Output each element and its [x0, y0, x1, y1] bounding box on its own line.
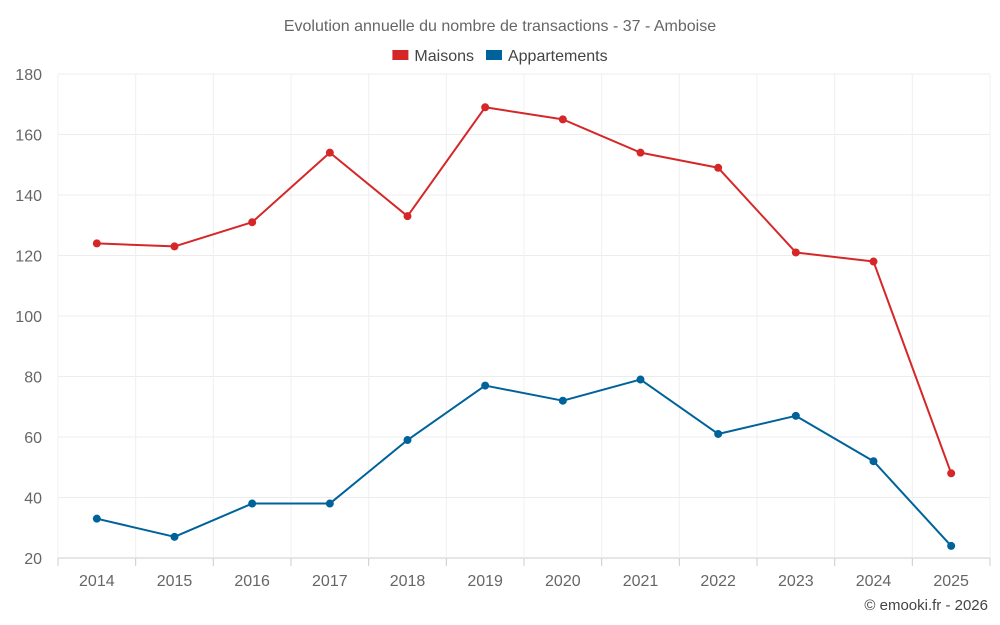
x-tick-label: 2014	[79, 573, 115, 590]
data-point-appartements	[947, 541, 956, 550]
data-point-appartements	[325, 499, 334, 508]
y-axis: 20 40 60 80 100 120 140 160 180	[15, 67, 42, 568]
y-tick-label: 100	[15, 309, 42, 326]
legend-swatch	[485, 50, 502, 60]
series-line-appartements	[96, 378, 952, 547]
data-point-appartements	[558, 396, 567, 405]
data-point-maisons	[636, 148, 645, 157]
y-tick-label: 20	[24, 551, 42, 568]
series-group	[92, 103, 956, 550]
y-tick-label: 120	[15, 249, 42, 266]
legend-label: Appartements	[508, 48, 608, 65]
data-point-maisons	[791, 248, 800, 257]
data-point-maisons	[92, 239, 101, 248]
legend-item-maisons[interactable]: Maisons	[392, 48, 474, 65]
x-tick-label: 2020	[545, 573, 581, 590]
credit-text: © emooki.fr - 2026	[864, 597, 988, 614]
legend-item-appartements[interactable]: Appartements	[485, 48, 608, 65]
series-line-maisons	[96, 106, 953, 474]
legend-swatch	[392, 50, 409, 60]
data-point-appartements	[248, 499, 257, 508]
x-tick-label: 2021	[623, 573, 659, 590]
x-tick-label: 2023	[778, 573, 814, 590]
data-point-maisons	[170, 242, 179, 251]
data-point-appartements	[791, 411, 800, 420]
data-point-appartements	[714, 429, 723, 438]
x-tick-label: 2022	[700, 573, 736, 590]
legend-label: Maisons	[414, 48, 474, 65]
data-point-maisons	[869, 257, 878, 266]
data-point-appartements	[170, 532, 179, 541]
x-tick-label: 2019	[467, 573, 503, 590]
data-point-maisons	[947, 469, 956, 478]
data-point-maisons	[558, 115, 567, 124]
y-tick-label: 60	[24, 430, 42, 447]
y-tick-label: 140	[15, 188, 42, 205]
chart-title: Evolution annuelle du nombre de transact…	[284, 18, 716, 35]
data-point-maisons	[325, 148, 334, 157]
data-point-appartements	[481, 381, 490, 390]
data-point-maisons	[403, 212, 412, 221]
y-tick-label: 180	[15, 67, 42, 84]
y-tick-label: 160	[15, 128, 42, 145]
data-point-maisons	[481, 103, 490, 112]
x-tick-label: 2017	[312, 573, 348, 590]
gridlines	[57, 73, 991, 566]
y-tick-label: 40	[24, 491, 42, 508]
legend: Maisons Appartements	[392, 48, 608, 65]
x-tick-label: 2016	[234, 573, 270, 590]
y-tick-label: 80	[24, 370, 42, 387]
data-point-maisons	[248, 218, 257, 227]
x-tick-label: 2018	[390, 573, 426, 590]
data-point-appartements	[636, 375, 645, 384]
x-tick-label: 2024	[856, 573, 892, 590]
data-point-appartements	[403, 436, 412, 445]
x-axis: 2014 2015 2016 2017 2018 2019 2020 2021 2022 2023…	[79, 573, 969, 590]
data-point-maisons	[714, 163, 723, 172]
x-tick-label: 2025	[933, 573, 969, 590]
data-point-appartements	[92, 514, 101, 523]
data-point-appartements	[869, 457, 878, 466]
x-tick-label: 2015	[157, 573, 193, 590]
